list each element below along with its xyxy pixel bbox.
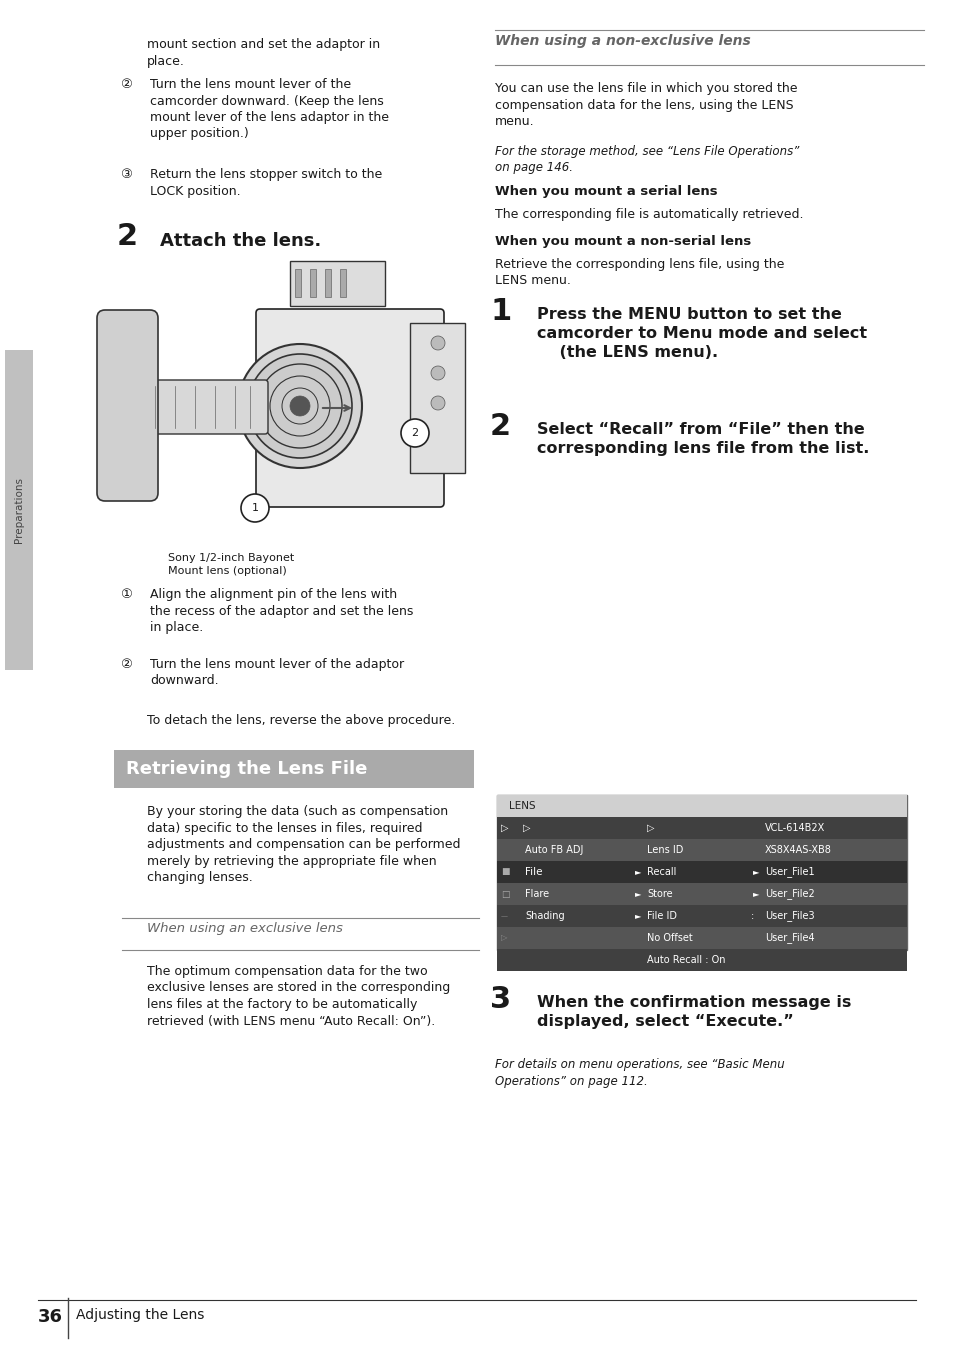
Text: When the confirmation message is
displayed, select “Execute.”: When the confirmation message is display… — [537, 995, 850, 1029]
Text: 1: 1 — [490, 297, 511, 326]
Text: ■: ■ — [500, 868, 509, 876]
Text: ►: ► — [635, 911, 640, 921]
Text: ►: ► — [752, 868, 759, 876]
Text: ②: ② — [120, 658, 132, 671]
Text: ③: ③ — [120, 168, 132, 181]
Circle shape — [257, 364, 341, 448]
Text: The corresponding file is automatically retrieved.: The corresponding file is automatically … — [495, 208, 802, 220]
Text: Align the alignment pin of the lens with
the recess of the adaptor and set the l: Align the alignment pin of the lens with… — [150, 588, 413, 634]
Text: Preparations: Preparations — [14, 477, 24, 544]
Text: ①: ① — [120, 588, 132, 602]
Text: User_File2: User_File2 — [764, 888, 814, 899]
FancyBboxPatch shape — [137, 380, 268, 434]
Bar — [290, 261, 385, 306]
Circle shape — [431, 337, 444, 350]
FancyBboxPatch shape — [97, 310, 158, 502]
Text: □: □ — [500, 890, 509, 899]
Text: ▷: ▷ — [500, 933, 507, 942]
Text: Turn the lens mount lever of the
camcorder downward. (Keep the lens
mount lever : Turn the lens mount lever of the camcord… — [150, 78, 389, 141]
Circle shape — [431, 366, 444, 380]
Text: ►: ► — [635, 868, 640, 876]
Circle shape — [431, 396, 444, 410]
Circle shape — [270, 376, 330, 435]
Bar — [497, 883, 906, 904]
Bar — [5, 350, 33, 671]
Text: ②: ② — [120, 78, 132, 91]
Text: User_File1: User_File1 — [764, 867, 814, 877]
Text: Flare: Flare — [524, 890, 549, 899]
FancyBboxPatch shape — [255, 310, 443, 507]
Text: Recall: Recall — [646, 867, 676, 877]
Text: User_File4: User_File4 — [764, 933, 814, 944]
Text: XS8X4AS-XB8: XS8X4AS-XB8 — [764, 845, 831, 854]
Bar — [140, 279, 450, 544]
Text: VCL-614B2X: VCL-614B2X — [764, 823, 824, 833]
Bar — [294, 269, 301, 297]
Bar — [497, 927, 906, 949]
Bar — [113, 750, 474, 788]
Text: File ID: File ID — [646, 911, 677, 921]
Text: Shading: Shading — [524, 911, 564, 921]
Text: By your storing the data (such as compensation
data) specific to the lenses in f: By your storing the data (such as compen… — [147, 804, 460, 884]
Circle shape — [290, 396, 310, 416]
Text: Press the MENU button to set the
camcorder to Menu mode and select
    (the LENS: Press the MENU button to set the camcord… — [537, 307, 866, 361]
Text: Turn the lens mount lever of the adaptor
downward.: Turn the lens mount lever of the adaptor… — [150, 658, 404, 688]
Text: 36: 36 — [38, 1307, 63, 1326]
Bar — [497, 904, 906, 927]
Text: Return the lens stopper switch to the
LOCK position.: Return the lens stopper switch to the LO… — [150, 168, 382, 197]
Text: User_File3: User_File3 — [764, 910, 814, 922]
Text: Auto FB ADJ: Auto FB ADJ — [524, 845, 583, 854]
Bar — [497, 795, 906, 950]
Text: ▷: ▷ — [522, 823, 530, 833]
Text: Retrieving the Lens File: Retrieving the Lens File — [126, 760, 367, 777]
Text: Attach the lens.: Attach the lens. — [160, 233, 321, 250]
Text: Sony 1/2-inch Bayonet
Mount lens (optional): Sony 1/2-inch Bayonet Mount lens (option… — [168, 553, 294, 576]
Text: To detach the lens, reverse the above procedure.: To detach the lens, reverse the above pr… — [147, 714, 455, 727]
Text: You can use the lens file in which you stored the
compensation data for the lens: You can use the lens file in which you s… — [495, 82, 797, 128]
Text: 2: 2 — [117, 222, 138, 251]
Text: The optimum compensation data for the two
exclusive lenses are stored in the cor: The optimum compensation data for the tw… — [147, 965, 450, 1028]
Text: ►: ► — [635, 890, 640, 899]
Text: When you mount a serial lens: When you mount a serial lens — [495, 185, 717, 197]
Circle shape — [237, 343, 361, 468]
Text: :: : — [750, 911, 754, 921]
Bar — [339, 269, 346, 297]
Text: For details on menu operations, see “Basic Menu
Operations” on page 112.: For details on menu operations, see “Bas… — [495, 1059, 784, 1087]
Text: When using an exclusive lens: When using an exclusive lens — [147, 922, 342, 936]
Bar — [497, 949, 906, 971]
Text: ►: ► — [752, 890, 759, 899]
Text: Retrieve the corresponding lens file, using the
LENS menu.: Retrieve the corresponding lens file, us… — [495, 258, 783, 288]
Text: ▷: ▷ — [500, 823, 508, 833]
Bar — [310, 269, 315, 297]
Bar — [325, 269, 331, 297]
Text: mount section and set the adaptor in
place.: mount section and set the adaptor in pla… — [147, 38, 379, 68]
Bar — [497, 795, 906, 817]
Text: Store: Store — [646, 890, 672, 899]
Text: No Offset: No Offset — [646, 933, 692, 942]
Text: 2: 2 — [411, 429, 418, 438]
Text: When you mount a non-serial lens: When you mount a non-serial lens — [495, 235, 750, 247]
Text: For the storage method, see “Lens File Operations”
on page 146.: For the storage method, see “Lens File O… — [495, 145, 799, 174]
Text: Auto Recall : On: Auto Recall : On — [646, 955, 724, 965]
Circle shape — [400, 419, 429, 448]
Text: Adjusting the Lens: Adjusting the Lens — [76, 1307, 204, 1322]
Text: 1: 1 — [252, 503, 258, 512]
Text: —: — — [500, 913, 507, 919]
Circle shape — [282, 388, 317, 425]
Text: 3: 3 — [490, 986, 511, 1014]
Text: ▷: ▷ — [646, 823, 654, 833]
Bar — [497, 817, 906, 840]
Circle shape — [248, 354, 352, 458]
Bar — [497, 861, 906, 883]
Circle shape — [241, 493, 269, 522]
Text: File: File — [524, 867, 542, 877]
Text: LENS: LENS — [509, 800, 535, 811]
Text: 2: 2 — [490, 412, 511, 441]
Text: When using a non-exclusive lens: When using a non-exclusive lens — [495, 34, 750, 49]
Bar — [497, 840, 906, 861]
Bar — [410, 323, 464, 473]
Text: Lens ID: Lens ID — [646, 845, 682, 854]
Text: Select “Recall” from “File” then the
corresponding lens file from the list.: Select “Recall” from “File” then the cor… — [537, 422, 868, 456]
